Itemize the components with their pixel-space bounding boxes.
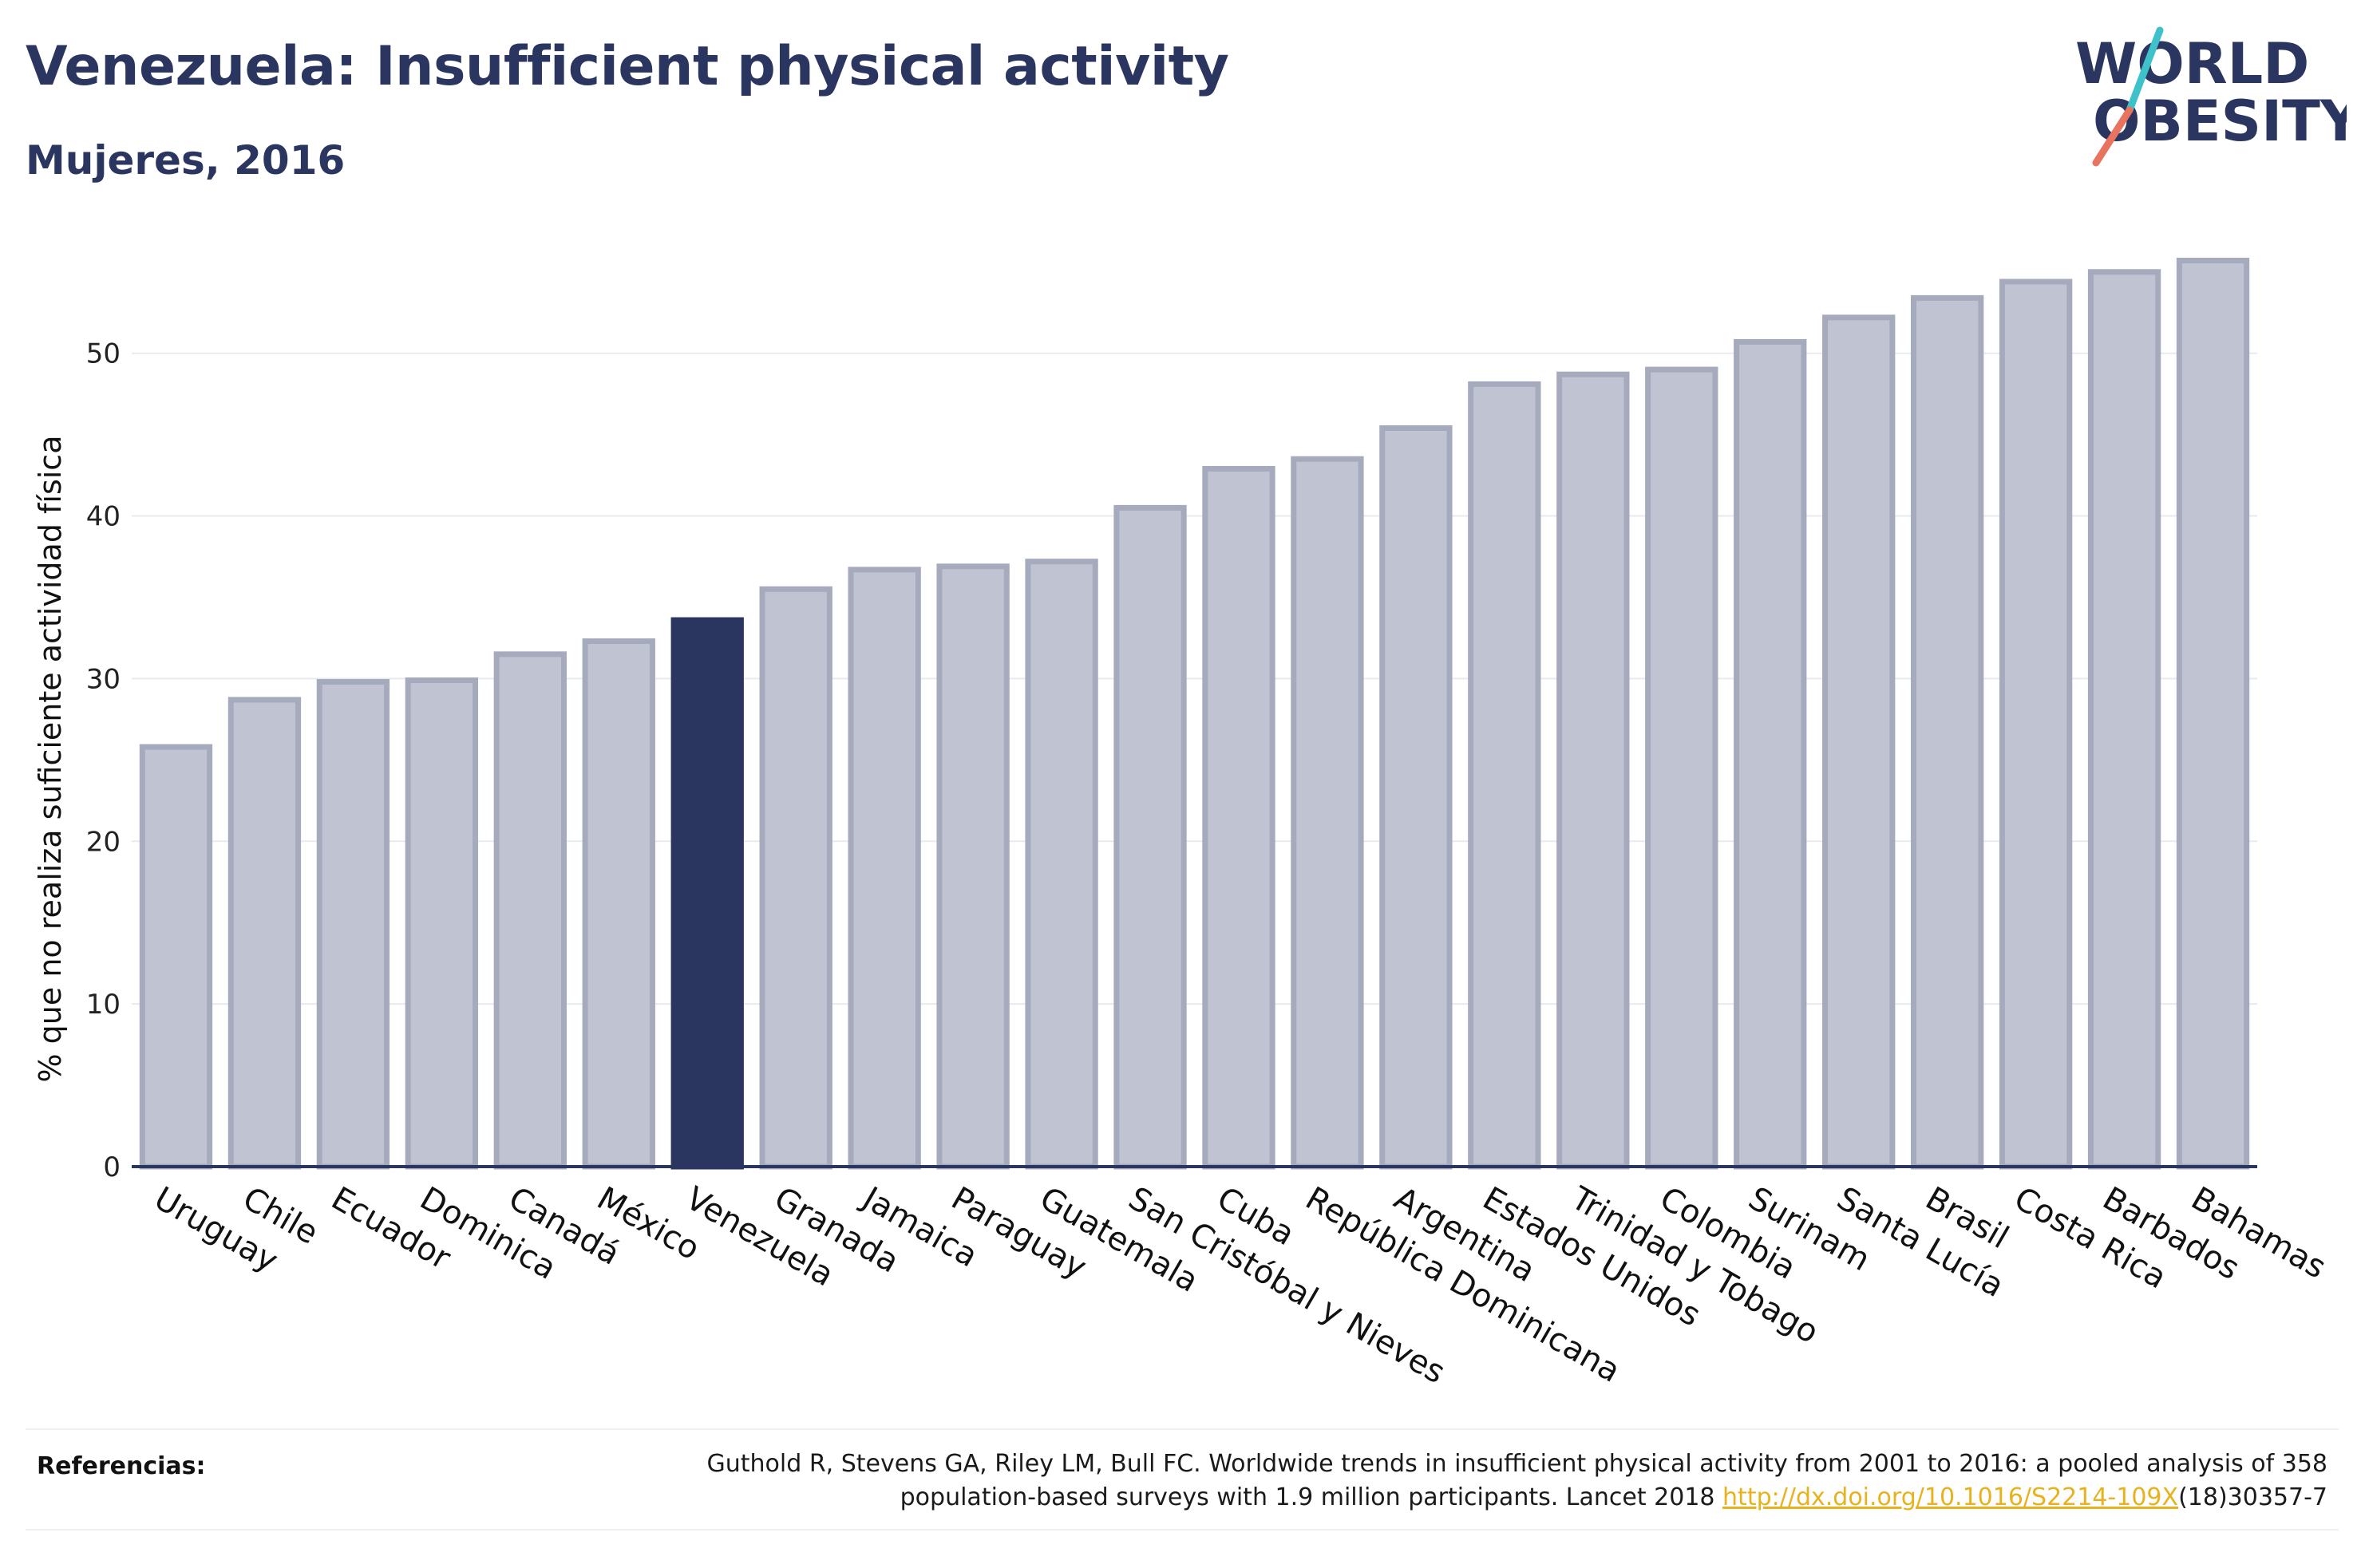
chart-title: Venezuela: Insufficient physical activit… — [26, 35, 1229, 98]
y-tick-label: 0 — [103, 1151, 121, 1183]
bar — [1734, 338, 1807, 1170]
bar — [316, 678, 390, 1170]
chart-subtitle: Mujeres, 2016 — [26, 137, 346, 184]
y-tick-label: 10 — [86, 989, 121, 1021]
references-text: Guthold R, Stevens GA, Riley LM, Bull FC… — [571, 1448, 2327, 1515]
bar — [2176, 258, 2250, 1170]
bar — [670, 617, 744, 1170]
reference-line-1: Guthold R, Stevens GA, Riley LM, Bull FC… — [706, 1450, 2327, 1478]
bar — [1910, 294, 1984, 1170]
bar — [1822, 314, 1896, 1170]
logo-slash-coral — [2092, 106, 2134, 167]
bar — [1291, 456, 1364, 1170]
world-obesity-logo: WORLD OBESITY — [2075, 26, 2347, 167]
bar — [139, 744, 213, 1170]
references-label: Referencias: — [37, 1452, 206, 1480]
y-tick-label: 40 — [86, 501, 121, 533]
y-tick-label: 50 — [86, 338, 121, 370]
bar — [2087, 269, 2161, 1170]
bar — [936, 563, 1010, 1170]
y-tick-label: 20 — [86, 826, 121, 858]
logo-slash-teal — [2126, 26, 2164, 114]
bar — [1999, 278, 2073, 1170]
bar — [1025, 559, 1098, 1170]
y-tick-label: 30 — [86, 663, 121, 695]
bar — [1379, 425, 1453, 1170]
bar — [582, 638, 655, 1170]
logo-word-world: WORLD — [2075, 31, 2309, 97]
reference-doi-link[interactable]: http://dx.doi.org/10.1016/S2214-109X — [1722, 1483, 2179, 1511]
bar — [227, 697, 302, 1170]
bar — [1468, 381, 1541, 1170]
bar — [848, 567, 921, 1170]
bar — [1202, 465, 1275, 1170]
references-section: Referencias: Guthold R, Stevens GA, Rile… — [26, 1428, 2339, 1530]
bar — [759, 586, 832, 1170]
bar — [1113, 504, 1187, 1170]
reference-line-2-end: (18)30357-7 — [2178, 1483, 2327, 1511]
reference-line-2: population-based surveys with 1.9 millio… — [900, 1483, 1723, 1511]
bar — [1556, 371, 1630, 1170]
bar — [405, 677, 479, 1170]
bar — [1645, 366, 1718, 1170]
bar — [493, 651, 567, 1170]
y-axis-label: % que no realiza suficiente actividad fí… — [33, 436, 68, 1083]
